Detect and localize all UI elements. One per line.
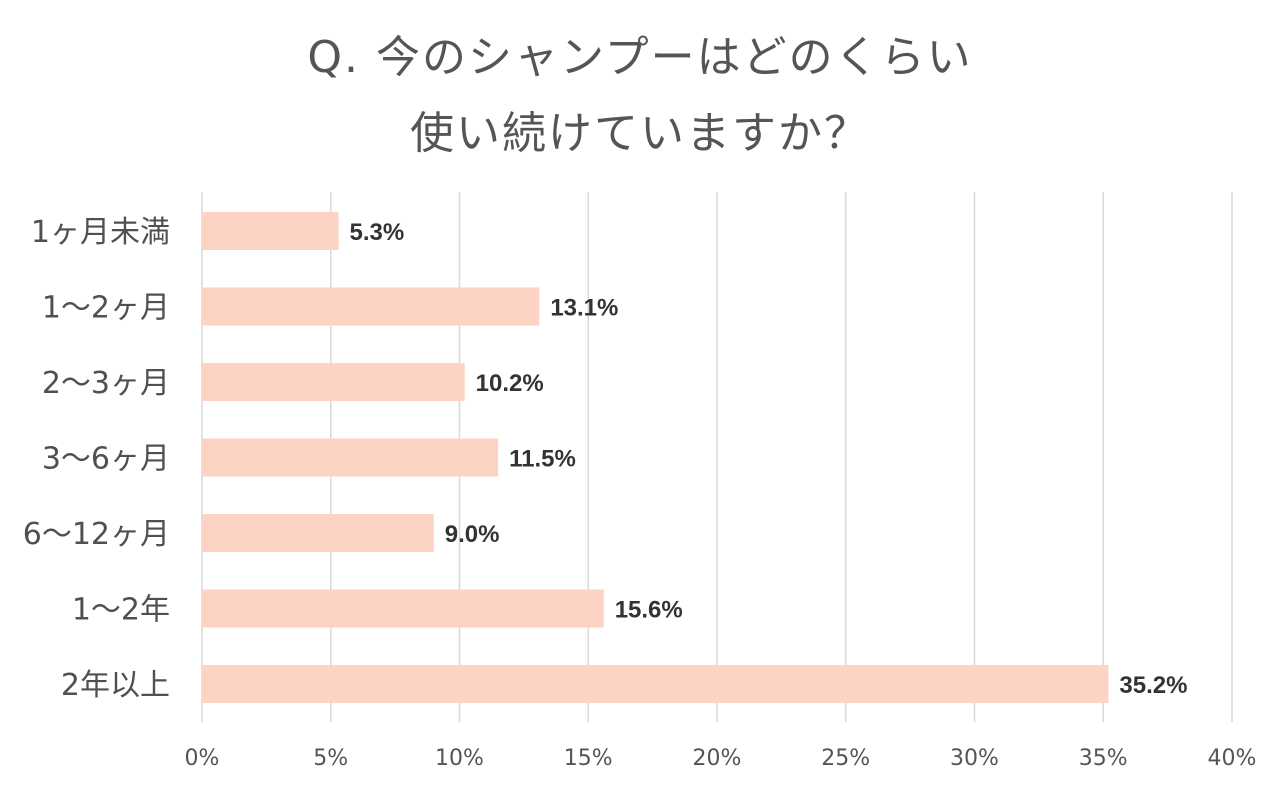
bar (202, 438, 499, 477)
category-label: 3〜6ヶ月 (42, 442, 170, 477)
category-label: 2年以上 (61, 668, 170, 703)
data-label: 35.2% (1119, 672, 1187, 699)
data-label: 11.5% (509, 446, 576, 473)
category-label: 1〜2ヶ月 (42, 291, 170, 326)
bar (202, 212, 339, 250)
x-tick-label: 20% (693, 746, 742, 771)
x-tick-label: 0% (185, 746, 220, 771)
bar (202, 363, 465, 401)
bars (202, 212, 1109, 703)
chart-title-line-2: 使い続けていますか？ (410, 108, 870, 159)
x-tick-label: 15% (564, 746, 613, 771)
x-tick-label: 35% (1079, 746, 1128, 771)
data-label: 5.3% (349, 219, 404, 246)
bar (202, 589, 604, 628)
x-tick-label: 5% (313, 746, 348, 771)
bar (202, 514, 434, 552)
x-tick-label: 40% (1208, 746, 1257, 771)
data-label: 9.0% (445, 521, 500, 548)
data-label: 10.2% (476, 370, 544, 397)
chart-title-line-1: Q. 今のシャンプーはどのくらい (307, 32, 973, 83)
data-label: 15.6% (615, 597, 683, 624)
bar (202, 287, 540, 326)
bar (202, 665, 1109, 703)
category-label: 6〜12ヶ月 (23, 517, 170, 552)
category-label: 1ヶ月未満 (31, 215, 170, 250)
x-tick-label: 25% (821, 746, 870, 771)
category-label: 1〜2年 (72, 593, 170, 628)
x-tick-label: 10% (435, 746, 484, 771)
labels: 0% 5% 10% 15% 20% 25% 30% 35% 40% 1ヶ月未満 5.3% 1〜2ヶ月 1… (23, 215, 1257, 771)
x-tick-label: 30% (950, 746, 999, 771)
data-label: 13.1% (550, 295, 618, 322)
category-label: 2〜3ヶ月 (42, 366, 170, 401)
